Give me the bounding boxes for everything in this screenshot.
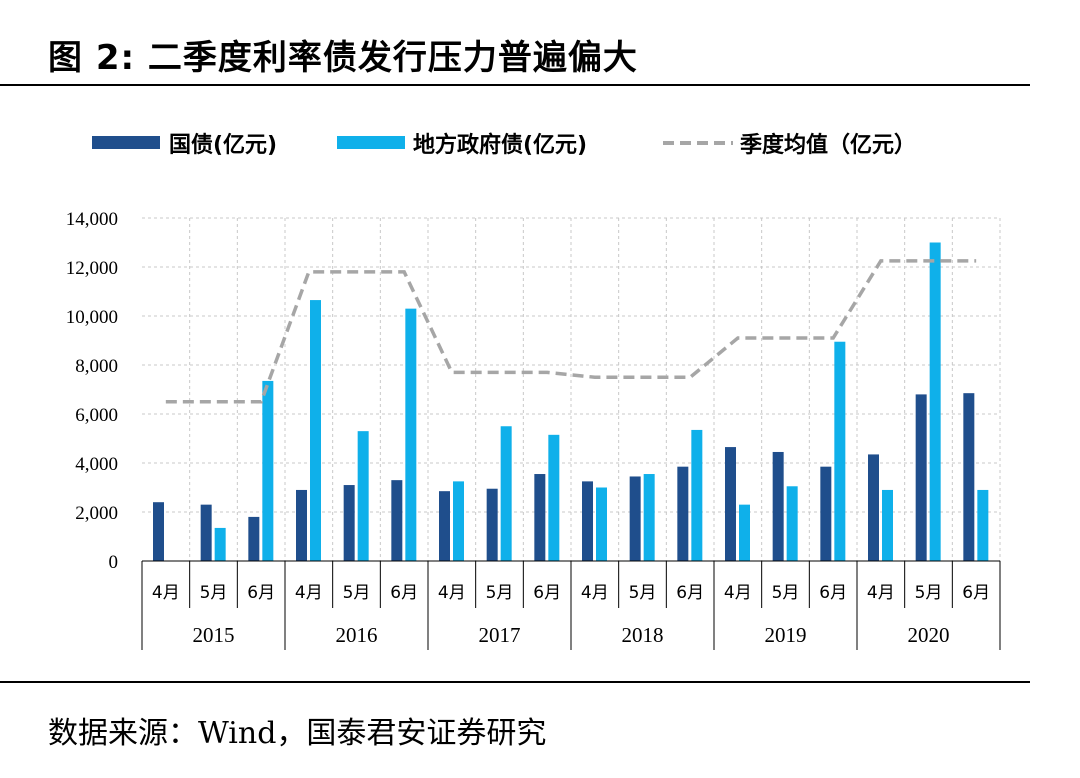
x-tick-label: 4月	[867, 583, 895, 603]
bar-guozhai	[725, 447, 736, 561]
bar-guozhai	[915, 394, 927, 561]
bar-difang	[405, 308, 417, 561]
y-tick-label: 14,000	[66, 209, 118, 230]
bar-guozhai	[343, 485, 355, 561]
top-divider	[0, 84, 1030, 86]
bar-guozhai	[439, 491, 450, 561]
year-label: 2019	[765, 623, 807, 647]
bar-guozhai	[391, 480, 403, 561]
bar-difang	[500, 426, 512, 561]
bar-guozhai	[629, 476, 641, 561]
x-tick-label: 4月	[724, 583, 752, 603]
bar-difang	[691, 429, 703, 561]
bar-difang	[977, 489, 989, 561]
bar-guozhai	[963, 393, 975, 561]
x-tick-label: 6月	[676, 583, 704, 603]
bar-difang	[786, 486, 798, 561]
bar-difang	[929, 242, 941, 561]
bar-guozhai	[248, 516, 260, 561]
bar-difang	[548, 434, 560, 561]
y-tick-label: 8,000	[75, 356, 118, 377]
y-tick-label: 0	[109, 552, 119, 573]
bar-difang	[643, 474, 655, 561]
legend-swatch-guozhai	[92, 136, 160, 149]
bar-guozhai	[772, 451, 784, 561]
bar-difang	[596, 487, 607, 561]
x-tick-label: 6月	[247, 583, 275, 603]
x-tick-label: 5月	[343, 583, 371, 603]
year-label: 2018	[622, 623, 664, 647]
bar-difang	[834, 341, 846, 561]
year-label: 2016	[336, 623, 378, 647]
x-tick-label: 5月	[200, 583, 228, 603]
year-label: 2017	[479, 623, 521, 647]
bar-guozhai	[534, 474, 546, 561]
x-tick-label: 6月	[819, 583, 847, 603]
legend: 国债(亿元) 地方政府债(亿元) 季度均值（亿元）	[92, 132, 916, 158]
bar-guozhai	[200, 504, 212, 561]
bar-guozhai	[582, 481, 593, 561]
x-tick-label: 4月	[295, 583, 323, 603]
x-tick-label: 4月	[152, 583, 180, 603]
bar-guozhai	[296, 489, 307, 561]
bar-guozhai	[868, 454, 879, 561]
year-label: 2020	[908, 623, 950, 647]
bar-difang	[453, 481, 464, 561]
legend-label-difang: 地方政府债(亿元)	[413, 132, 587, 158]
bar-guozhai	[486, 488, 498, 561]
x-tick-label: 5月	[486, 583, 514, 603]
y-tick-label: 4,000	[75, 454, 118, 475]
y-tick-label: 2,000	[75, 503, 118, 524]
bar-guozhai	[153, 502, 164, 561]
x-tick-label: 4月	[581, 583, 609, 603]
y-tick-label: 6,000	[75, 405, 118, 426]
plot-area: 0 2,000 4,000 6,000 8,000 10,000 12,000 14,000 4…	[66, 209, 1001, 650]
page-title: 图 2: 二季度利率债发行压力普遍偏大	[48, 38, 638, 78]
year-label: 2015	[193, 623, 235, 647]
legend-swatch-difang	[337, 136, 405, 149]
bar-difang	[739, 504, 750, 561]
legend-label-guozhai: 国债(亿元)	[169, 133, 277, 158]
x-tick-label: 5月	[629, 583, 657, 603]
bar-difang	[357, 431, 369, 561]
y-tick-label: 10,000	[66, 307, 118, 328]
x-tick-label: 6月	[390, 583, 418, 603]
x-tick-label: 4月	[438, 583, 466, 603]
bar-difang	[882, 489, 893, 561]
x-tick-label: 5月	[772, 583, 800, 603]
bottom-divider	[0, 681, 1030, 683]
bar-guozhai	[820, 466, 832, 561]
source-note: 数据来源：Wind，国泰君安证券研究	[48, 716, 547, 751]
legend-label-avg: 季度均值（亿元）	[740, 132, 916, 158]
avg-line	[165, 259, 977, 404]
bar-guozhai	[677, 466, 689, 561]
bar-difang	[262, 380, 274, 561]
bar-difang	[214, 527, 226, 561]
x-tick-label: 5月	[915, 583, 943, 603]
bar-difang	[310, 300, 321, 561]
y-tick-label: 12,000	[66, 258, 118, 279]
x-tick-label: 6月	[962, 583, 990, 603]
x-tick-label: 6月	[533, 583, 561, 603]
